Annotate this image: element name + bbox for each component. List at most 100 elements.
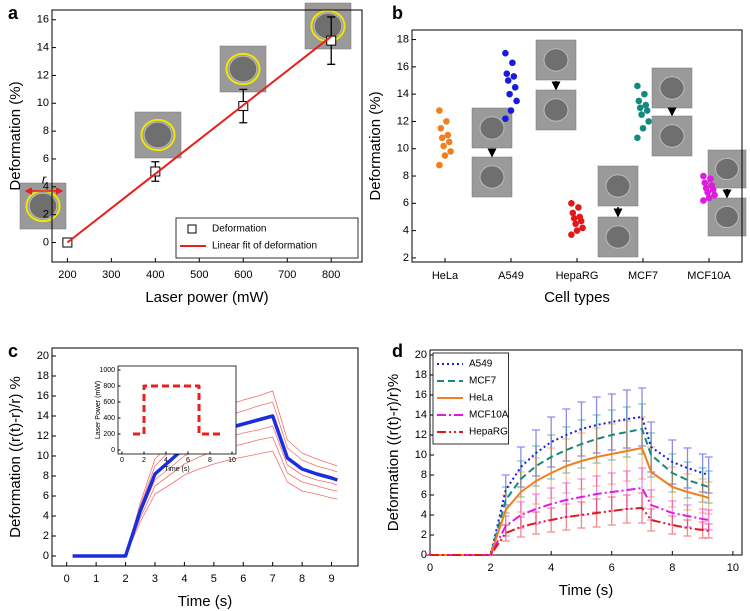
y-axis-title: Deformation (%): [7, 81, 24, 190]
y-tick-label: 2: [43, 530, 49, 542]
x-tick-label: 8: [208, 457, 212, 464]
data-point: [507, 107, 515, 114]
data-point: [575, 204, 582, 211]
data-point: [645, 118, 652, 125]
y-tick-label: 0: [43, 236, 49, 248]
y-tick-label: 12: [37, 69, 49, 81]
data-point: [436, 107, 443, 114]
data-point: [638, 111, 645, 118]
cell-outline: [140, 118, 176, 152]
y-axis-title: Deformation ((r(t)-r)/r)%: [385, 374, 402, 532]
x-tick-label: 800: [322, 269, 340, 281]
data-point: [704, 189, 711, 196]
legend-label: Deformation: [212, 224, 266, 235]
x-tick-label: MCF10A: [687, 270, 731, 282]
data-point: [707, 175, 714, 183]
data-line: [430, 416, 709, 556]
cell-outline: [225, 52, 261, 86]
data-point: [701, 179, 709, 187]
data-point: [700, 197, 707, 204]
x-tick-label: 7: [270, 573, 276, 585]
cell-body: [659, 124, 685, 148]
data-point: [636, 104, 644, 112]
y-tick-label: 16: [415, 389, 427, 401]
y-tick-label: 8: [421, 469, 427, 481]
error-bar: [607, 496, 616, 526]
y-tick-label: 12: [37, 430, 49, 442]
y-tick-label: 2: [43, 209, 49, 221]
data-point: [635, 97, 643, 105]
data-point: [569, 209, 577, 217]
cell-body: [543, 98, 569, 122]
y-tick-label: 4: [43, 181, 49, 193]
x-tick-label: 1: [93, 573, 99, 585]
data-point: [511, 84, 519, 91]
panel-label: b: [392, 3, 403, 23]
x-tick-label: 4: [164, 457, 168, 464]
x-axis-title: Time (s): [164, 466, 189, 473]
error-bar: [704, 523, 713, 539]
y-tick-label: 16: [37, 390, 49, 402]
x-tick-label: 400: [146, 269, 164, 281]
y-tick-label: 12: [415, 429, 427, 441]
data-point: [573, 227, 581, 234]
legend-label: Linear fit of deformation: [212, 241, 317, 252]
y-tick-label: 18: [415, 369, 427, 381]
data-point: [437, 124, 445, 132]
legend-label: A549: [469, 359, 493, 370]
y-tick-label: 20: [37, 350, 49, 362]
data-point: [513, 97, 520, 105]
x-tick-label: 6: [240, 573, 246, 585]
y-tick-label: 0: [43, 550, 49, 562]
y-tick-label: 800: [103, 383, 115, 390]
plot-frame: [51, 9, 363, 263]
y-tick-label: 2: [403, 252, 409, 264]
x-tick-label: MCF7: [628, 270, 658, 282]
y-tick-label: 14: [397, 88, 409, 100]
inset-frame: [117, 365, 237, 455]
data-point: [634, 134, 641, 142]
data-point: [700, 172, 707, 180]
data-point: [705, 194, 713, 202]
y-tick-label: 20: [415, 349, 427, 361]
data-point: [642, 101, 650, 109]
x-tick-label: 8: [669, 562, 675, 574]
y-tick-label: 10: [415, 449, 427, 461]
error-bar: [577, 501, 586, 529]
x-axis-title: Time (s): [178, 593, 232, 610]
cell-body: [715, 205, 739, 229]
data-point: [443, 118, 450, 125]
cell-body: [479, 165, 505, 189]
y-tick-label: 0: [111, 447, 115, 454]
x-tick-label: HepaRG: [556, 270, 599, 282]
x-tick-label: 2: [142, 457, 146, 464]
x-tick-label: 3: [152, 573, 158, 585]
data-point: [572, 220, 579, 228]
x-axis-title: Laser power (mW): [145, 289, 268, 306]
panel-label: c: [8, 341, 18, 361]
data-line: [430, 507, 709, 556]
data-line: [430, 447, 709, 556]
y-tick-label: 6: [43, 490, 49, 502]
x-tick-label: 200: [58, 269, 76, 281]
data-line: [430, 487, 709, 556]
y-tick-label: 1000: [99, 367, 115, 374]
legend-label: HepaRG: [469, 427, 508, 438]
y-axis-title: Deformation ((r(t)-r)/r) %: [7, 376, 24, 538]
x-axis-title: Time (s): [559, 582, 613, 599]
y-tick-label: 14: [37, 41, 49, 53]
x-tick-label: 8: [299, 573, 305, 585]
data-point: [510, 73, 518, 80]
x-axis-title: Cell types: [544, 289, 610, 306]
x-tick-label: 6: [609, 562, 615, 574]
x-tick-label: 300: [102, 269, 120, 281]
y-tick-label: 8: [43, 125, 49, 137]
plot-frame: [411, 29, 743, 263]
plot-frame: [429, 349, 743, 556]
data-point: [441, 152, 449, 159]
y-tick-label: 4: [421, 509, 427, 521]
x-tick-label: 4: [548, 562, 554, 574]
y-tick-label: 0: [421, 549, 427, 561]
data-point: [506, 90, 513, 98]
